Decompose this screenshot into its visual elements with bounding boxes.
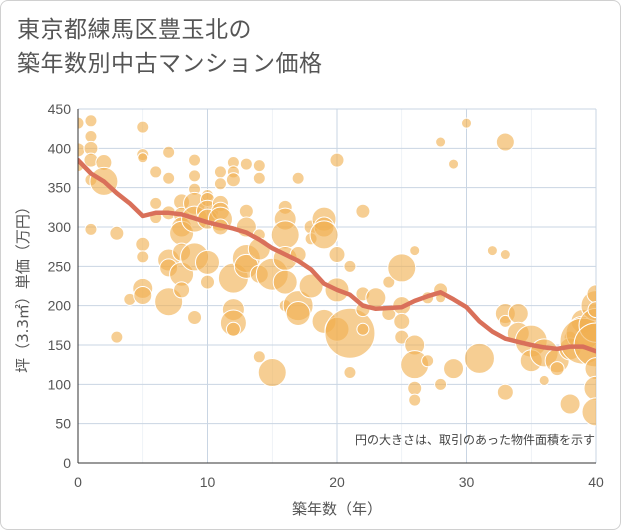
bubble-point (78, 116, 85, 130)
bubble-point (252, 350, 266, 364)
bubble-point (252, 159, 266, 173)
bubble-point (496, 383, 514, 401)
bubble-point (549, 361, 565, 377)
bubble-point (213, 165, 227, 179)
bubble-point (238, 203, 254, 219)
bubble-point (84, 222, 98, 236)
bubble-point (200, 274, 215, 290)
bubble-layer (78, 114, 596, 427)
bubble-point (285, 301, 311, 327)
bubble-point (435, 136, 447, 148)
y-tick-label: 300 (48, 219, 72, 235)
bubble-point (136, 120, 150, 134)
y-tick-label: 400 (48, 140, 72, 156)
bubble-point (84, 114, 98, 128)
bubble-point (586, 284, 596, 304)
x-tick-label: 40 (588, 474, 604, 490)
bubble-point (499, 249, 511, 261)
bubble-point (448, 158, 460, 170)
trend-layer (78, 157, 596, 354)
y-tick-label: 200 (48, 298, 72, 314)
bubble-point (408, 393, 422, 407)
bubble-point (272, 269, 298, 295)
bubble-point (343, 366, 357, 380)
x-axis-label: 築年数（年） (292, 500, 382, 518)
bubble-point (187, 309, 203, 325)
y-tick-label: 0 (63, 455, 71, 471)
bubble-point (407, 380, 423, 396)
bubble-point (257, 358, 287, 388)
bubble-point (225, 321, 241, 337)
bubble-point (162, 145, 176, 159)
bubble-point (507, 303, 529, 325)
bubble-point (421, 354, 435, 368)
bubble-point (136, 250, 150, 264)
bubble-point (225, 172, 241, 188)
bubble-point (188, 169, 202, 183)
y-tick-label: 250 (48, 258, 72, 274)
bubble-point (434, 377, 448, 391)
bubble-point (409, 245, 421, 257)
bubble-point (581, 397, 596, 427)
bubble-point (173, 281, 191, 299)
y-axis-label: 坪（3.3㎡）単価（万円） (14, 199, 32, 373)
bubble-point (329, 152, 345, 168)
y-tick-label: 450 (48, 101, 72, 117)
bubble-point (162, 171, 176, 185)
bubble-point (188, 153, 202, 167)
bubble-point (365, 287, 387, 309)
y-tick-label: 50 (55, 416, 71, 432)
bubble-point (109, 225, 125, 241)
bubble-point (137, 152, 149, 164)
y-tick-label: 150 (48, 337, 72, 353)
bubble-point (486, 245, 498, 257)
bubble-point (356, 322, 370, 336)
chart-title-line-2: 築年数別中古マンション価格 (17, 51, 323, 77)
x-tick-label: 30 (459, 474, 475, 490)
bubble-point (149, 196, 163, 210)
chart-title: 東京都練馬区豊玉北の 築年数別中古マンション価格 (17, 13, 323, 81)
bubble-point (252, 171, 266, 185)
bubble-point (84, 130, 98, 144)
bubble-point (324, 307, 376, 359)
bubble-point (443, 358, 465, 380)
bubble-point (135, 236, 151, 252)
bubble-point (393, 312, 411, 330)
bubble-point (133, 285, 153, 305)
bubble-point (584, 357, 596, 381)
bubble-point (328, 246, 346, 264)
bubble-point (291, 171, 305, 185)
x-tick-label: 10 (200, 474, 216, 490)
y-tick-label: 350 (48, 180, 72, 196)
trend-line (78, 157, 596, 354)
bubble-point (583, 375, 596, 401)
bubble-point (387, 253, 417, 283)
bubble-point (213, 177, 227, 191)
bubble-point (495, 132, 515, 152)
grid (77, 108, 597, 464)
bubble-point (355, 203, 371, 219)
bubble-point (239, 157, 253, 171)
bubble-point (461, 117, 472, 129)
bubble-point (343, 259, 357, 273)
bubble-point (110, 330, 124, 344)
x-tick-label: 0 (74, 474, 82, 490)
bubble-point (382, 275, 396, 289)
size-note: 円の大きさは、取引のあった物件面積を示す (355, 432, 595, 447)
bubble-point (149, 165, 163, 179)
chart-title-line-1: 東京都練馬区豊玉北の (17, 17, 252, 43)
bubble-point (538, 374, 550, 386)
bubble-point (298, 273, 324, 299)
bubble-point (309, 220, 339, 250)
y-tick-label: 100 (48, 376, 72, 392)
bubble-point (195, 249, 220, 275)
bubble-point (463, 342, 495, 374)
bubble-point (559, 393, 581, 415)
x-tick-label: 20 (329, 474, 345, 490)
bubble-point (587, 301, 596, 319)
bubble-point (270, 220, 300, 250)
